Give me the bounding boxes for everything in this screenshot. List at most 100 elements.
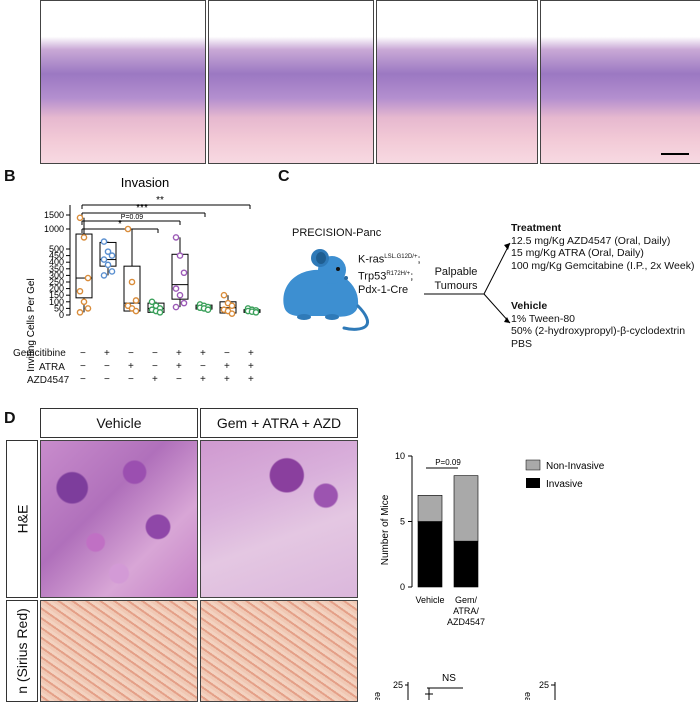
- histology-image-1: [40, 0, 206, 164]
- histology-image-3: [376, 0, 538, 164]
- data-point: [124, 225, 132, 233]
- vehicle-block: Vehicle 1% Tween-80 50% (2-hydroxypropyl…: [511, 300, 685, 350]
- y-tick-label: 250: [49, 277, 64, 287]
- treatment-sign: −: [80, 348, 86, 359]
- bar-category-treated: Gem/ATRA/AZD4547: [447, 595, 485, 627]
- invasive-mice-chart: Number of Mice 0 5 10 P=0.09 Vehicle Gem/A…: [380, 451, 605, 627]
- treatment-sign: −: [104, 361, 110, 372]
- treatment-line-2: 15 mg/Kg ATRA (Oral, Daily): [511, 247, 644, 259]
- data-point: [104, 261, 112, 269]
- row-label-azd4547: AZD4547: [27, 375, 70, 386]
- data-point: [252, 309, 260, 316]
- y-tick-label: 350: [49, 264, 64, 274]
- data-point: [180, 299, 188, 307]
- row-label-sirius: n (Sirius Red): [6, 600, 38, 702]
- bar-y-ticks: 0 5 10: [395, 451, 412, 592]
- bar-segment: [453, 475, 479, 542]
- genotype-block: K-rasLSL.G12D/+; Trp53R172H/+; Pdx-1-Cre: [358, 250, 421, 297]
- palpable-tumours-label: Palpable Tumours: [434, 266, 478, 292]
- annotation-double-star: **: [156, 195, 164, 206]
- legend-label-invasive: Invasive: [546, 479, 583, 490]
- mouse-illustration: [283, 249, 370, 331]
- annotation-p009: P=0.09: [121, 214, 143, 221]
- treatment-sign: +: [200, 348, 206, 359]
- panel-letter-c: C: [278, 168, 290, 185]
- data-point: [220, 291, 228, 299]
- treatment-sign: −: [80, 374, 86, 385]
- data-point: [132, 307, 140, 315]
- stacked-bars: [417, 475, 479, 588]
- legend-label-non-invasive: Non-Invasive: [546, 461, 605, 472]
- data-point: [132, 297, 140, 304]
- treatment-sign: −: [128, 348, 134, 359]
- bottom-chart-2-tick: 25: [539, 680, 549, 690]
- vehicle-line-2: 50% (2-hydroxypropyl)-β-cyclodextrin: [511, 325, 686, 337]
- bottom-chart-1-tick: 25: [393, 680, 403, 690]
- treatment-sign: +: [104, 348, 110, 359]
- treatment-sign: −: [80, 361, 86, 372]
- chart-title: Invasion: [121, 175, 169, 190]
- data-point: [176, 252, 184, 259]
- treatment-sign: +: [248, 374, 254, 385]
- data-point: [172, 234, 180, 241]
- data-point: [156, 309, 164, 316]
- bar-segment: [417, 521, 443, 588]
- row-label-gemcitibine: Gemcitibine: [13, 348, 66, 359]
- y-tick-label: 1500: [44, 210, 64, 220]
- scale-bar: [661, 153, 689, 155]
- panel-letter-d: D: [4, 410, 16, 427]
- treatment-sign: +: [224, 361, 230, 372]
- treatment-sign: +: [200, 374, 206, 385]
- y-axis-label: Inviting Cells Per Gel: [26, 278, 37, 371]
- data-point: [228, 310, 236, 317]
- treatment-sign: +: [248, 361, 254, 372]
- bar-segment: [417, 494, 443, 522]
- data-point: [100, 256, 108, 263]
- bottom-chart-2-label: ea: [523, 692, 533, 700]
- treatment-sign: +: [224, 374, 230, 385]
- vehicle-title: Vehicle: [511, 300, 548, 312]
- treatment-sign: −: [176, 374, 182, 385]
- he-image-vehicle: [40, 440, 198, 598]
- data-point: [76, 287, 84, 295]
- bar-segment: [453, 540, 479, 588]
- annotation-single-star: *: [118, 219, 122, 230]
- data-points: [76, 214, 260, 317]
- data-point: [148, 298, 156, 306]
- vehicle-line-1: 1% Tween-80: [511, 312, 576, 325]
- treatment-sign: −: [224, 348, 230, 359]
- bar-annotation: P=0.09: [435, 458, 461, 467]
- bar-category-vehicle: Vehicle: [415, 595, 444, 605]
- data-point: [100, 238, 108, 245]
- genotype-pdx1: Pdx-1-Cre: [358, 284, 409, 297]
- legend-swatch-invasive: [526, 478, 540, 488]
- treatment-sign: −: [152, 361, 158, 372]
- y-tick-label: 450: [49, 251, 64, 261]
- data-point: [172, 303, 180, 311]
- significance-brackets: [81, 204, 251, 233]
- column-label-vehicle: Vehicle: [40, 408, 198, 438]
- genotype-trp53: Trp53R172H/+;: [358, 270, 414, 283]
- treatment-block: Treatment 12.5 mg/Kg AZD4547 (Oral, Dail…: [511, 222, 694, 272]
- y-tick-label: 1000: [44, 224, 64, 234]
- data-point: [176, 291, 184, 299]
- row-label-atra: ATRA: [39, 362, 65, 373]
- y-tick-label: 300: [49, 270, 64, 280]
- data-point: [100, 272, 108, 279]
- row-label-he: H&E: [6, 440, 38, 598]
- treatment-title: Treatment: [511, 222, 562, 234]
- y-tick-label: 50: [54, 303, 64, 313]
- annotation-triple-star: ***: [136, 203, 148, 214]
- y-tick-label: 100: [49, 297, 64, 307]
- genotype-kras: K-rasLSL.G12D/+;: [358, 253, 421, 266]
- model-title: PRECISION-Panc: [292, 227, 382, 239]
- treatment-sign: −: [200, 361, 206, 372]
- y-tick-label: 500: [49, 244, 64, 254]
- treatment-sign: +: [152, 374, 158, 385]
- data-point: [84, 305, 92, 312]
- bottom-chart-1-label: ea: [373, 692, 383, 700]
- box-plots: [75, 217, 261, 314]
- data-point: [80, 234, 88, 241]
- legend-swatch-non-invasive: [525, 459, 541, 471]
